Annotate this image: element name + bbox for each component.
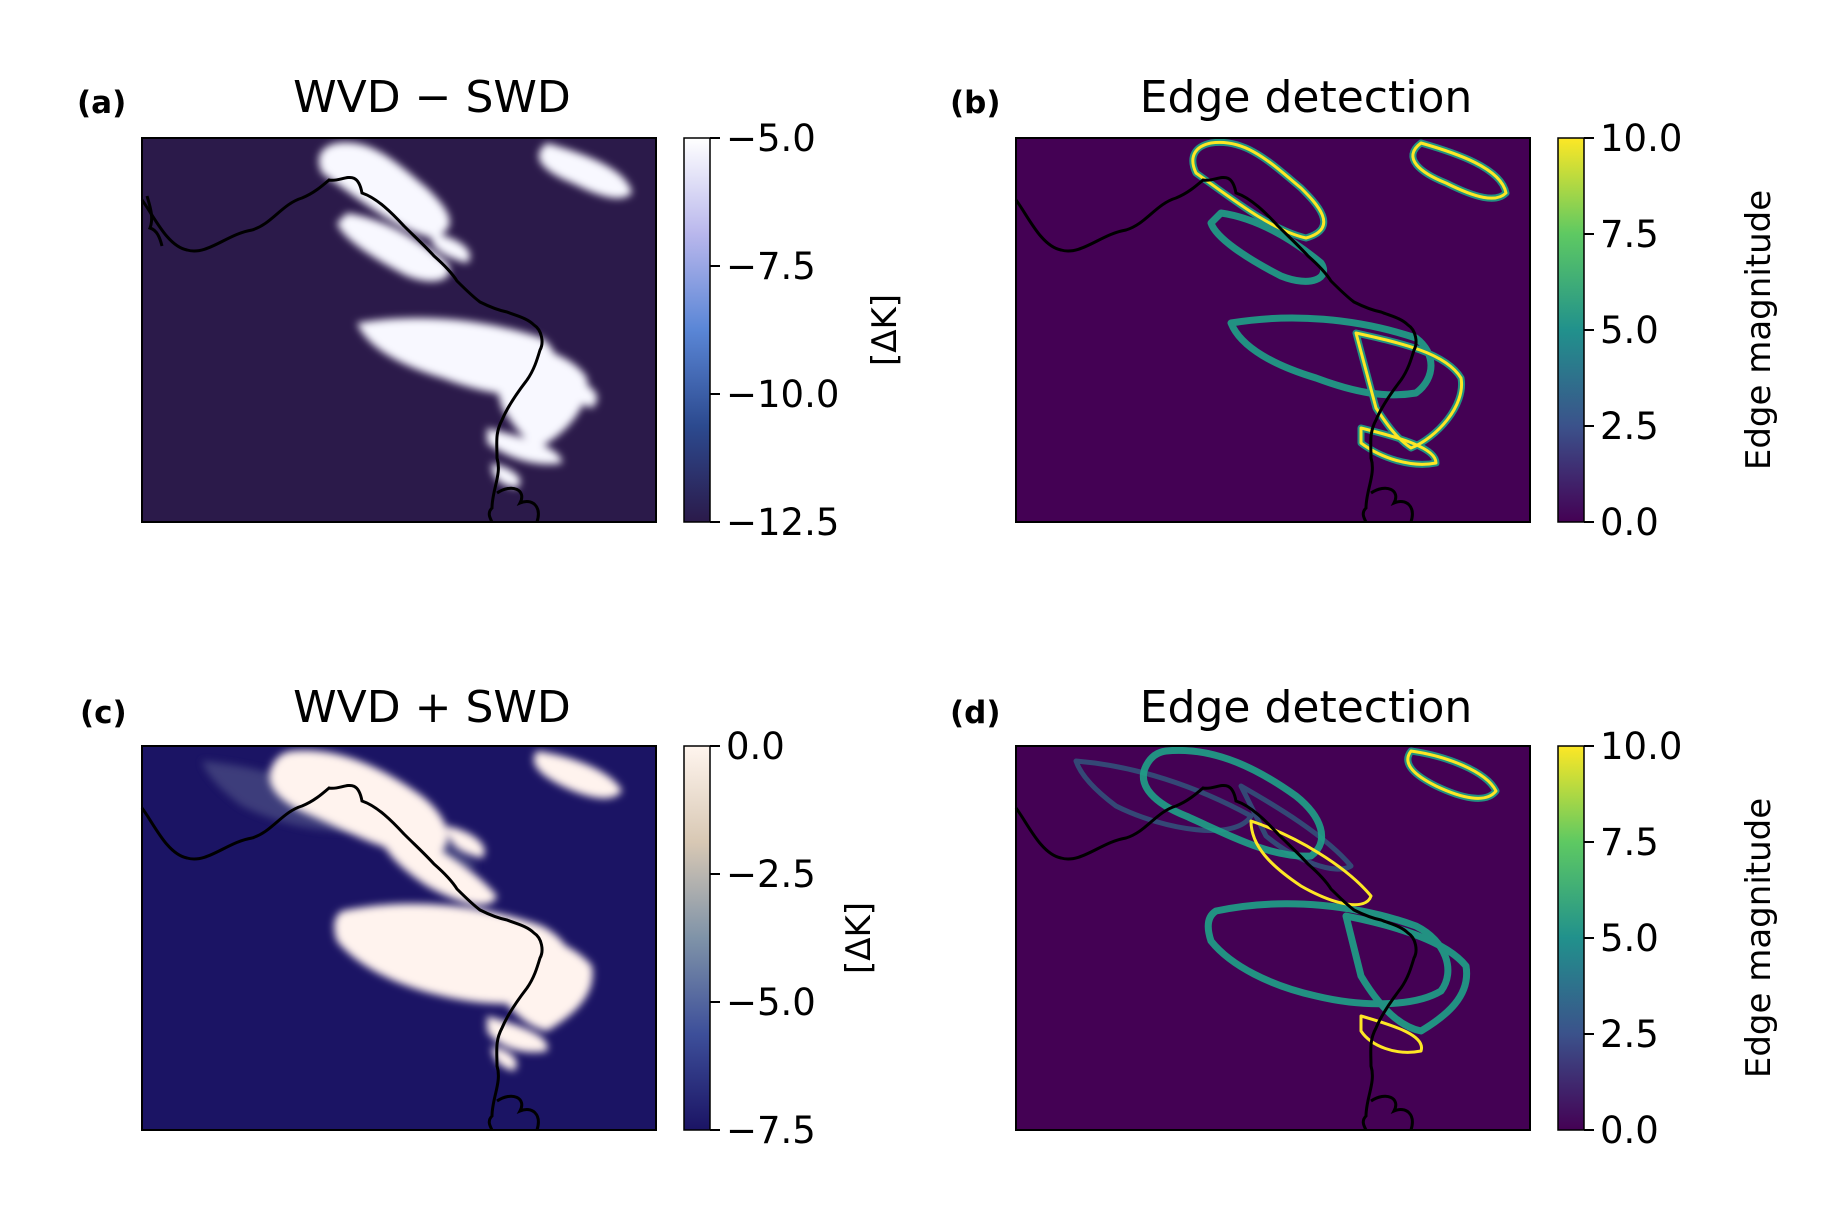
- panel-title-c: WVD + SWD: [293, 682, 571, 733]
- edge-features-b: [1189, 138, 1510, 468]
- colorbar-tick-label-d-3: 2.5: [1600, 1013, 1659, 1056]
- colorbar-d: 10.0 7.5 5.0 2.5 0.0 Edge magnitude: [1557, 725, 1779, 1152]
- colorbar-label-b: Edge magnitude: [1739, 190, 1779, 470]
- map-c: [140, 745, 657, 1131]
- panel-a: (a) WVD − SWD: [77, 72, 905, 544]
- colorbar-bar-b: [1557, 137, 1585, 523]
- colorbar-tick-label-b-1: 7.5: [1600, 213, 1659, 256]
- colorbar-tick-label-c-1: −2.5: [726, 853, 816, 896]
- colorbar-tick-label-d-0: 10.0: [1600, 725, 1682, 768]
- colorbar-tick-label-c-3: −7.5: [726, 1109, 816, 1152]
- colorbar-a: −5.0 −7.5 −10.0 −12.5 [ΔK]: [683, 117, 905, 544]
- panel-title-a: WVD − SWD: [293, 72, 571, 123]
- colorbar-label-c: [ΔK]: [839, 902, 879, 974]
- panel-label-d: (d): [950, 695, 1001, 731]
- panel-label-b: (b): [950, 85, 1001, 121]
- colorbar-tick-label-a-2: −10.0: [726, 373, 839, 416]
- colorbar-tick-label-b-3: 2.5: [1600, 405, 1659, 448]
- colorbar-label-a: [ΔK]: [865, 294, 905, 366]
- panel-title-b: Edge detection: [1140, 72, 1473, 123]
- colorbar-tick-label-a-1: −7.5: [726, 245, 816, 288]
- panel-label-c: (c): [80, 695, 127, 731]
- coastline-bay-a: [496, 486, 540, 523]
- colorbar-tick-label-d-2: 5.0: [1600, 917, 1659, 960]
- map-frame-b: [1015, 137, 1531, 523]
- coastline-d: [1014, 784, 1418, 1131]
- coastline-c: [140, 784, 544, 1131]
- cloud-features-c: [202, 750, 622, 1071]
- colorbar-tick-label-d-4: 0.0: [1600, 1109, 1659, 1152]
- colorbar-bar-d: [1557, 745, 1585, 1131]
- panel-label-a: (a): [77, 85, 126, 121]
- colorbar-tick-label-b-4: 0.0: [1600, 501, 1659, 544]
- map-d: [1014, 745, 1531, 1131]
- map-background-b: [1016, 138, 1530, 522]
- colorbar-bar-c: [683, 745, 711, 1131]
- colorbar-tick-label-a-3: −12.5: [726, 501, 839, 544]
- colorbar-tick-label-b-0: 10.0: [1600, 117, 1682, 160]
- colorbar-tick-label-c-0: 0.0: [726, 725, 785, 768]
- map-frame-d: [1015, 745, 1531, 1131]
- colorbar-tick-label-b-2: 5.0: [1600, 309, 1659, 352]
- map-frame-c: [141, 745, 657, 1131]
- coastline-bay-b: [1370, 486, 1414, 523]
- cloud-features-a: [318, 142, 632, 488]
- colorbar-bar-a: [683, 137, 711, 523]
- colorbar-tick-label-a-0: −5.0: [726, 117, 816, 160]
- colorbar-label-d: Edge magnitude: [1739, 798, 1779, 1078]
- panel-c: (c) WVD + SWD: [80, 682, 879, 1152]
- coastline-detail-a: [145, 195, 164, 247]
- coastline-bay-d: [1370, 1094, 1414, 1131]
- colorbar-b: 10.0 7.5 5.0 2.5 0.0 Edge magnitude: [1557, 117, 1779, 544]
- colorbar-c: 0.0 −2.5 −5.0 −7.5 [ΔK]: [683, 725, 879, 1152]
- map-a: [140, 137, 657, 523]
- coastline-bay-c: [496, 1094, 540, 1131]
- colorbar-tick-label-d-1: 7.5: [1600, 821, 1659, 864]
- map-frame-a: [141, 137, 657, 523]
- coastline-a: [140, 176, 544, 523]
- panel-b: (b) Edge detection: [950, 72, 1779, 544]
- map-background-d: [1016, 746, 1530, 1130]
- panel-title-d: Edge detection: [1140, 682, 1473, 733]
- colorbar-tick-label-c-2: −5.0: [726, 981, 816, 1024]
- panel-d: (d) Edge detection: [950, 682, 1779, 1152]
- coastline-b: [1014, 176, 1418, 523]
- map-b: [1014, 137, 1531, 523]
